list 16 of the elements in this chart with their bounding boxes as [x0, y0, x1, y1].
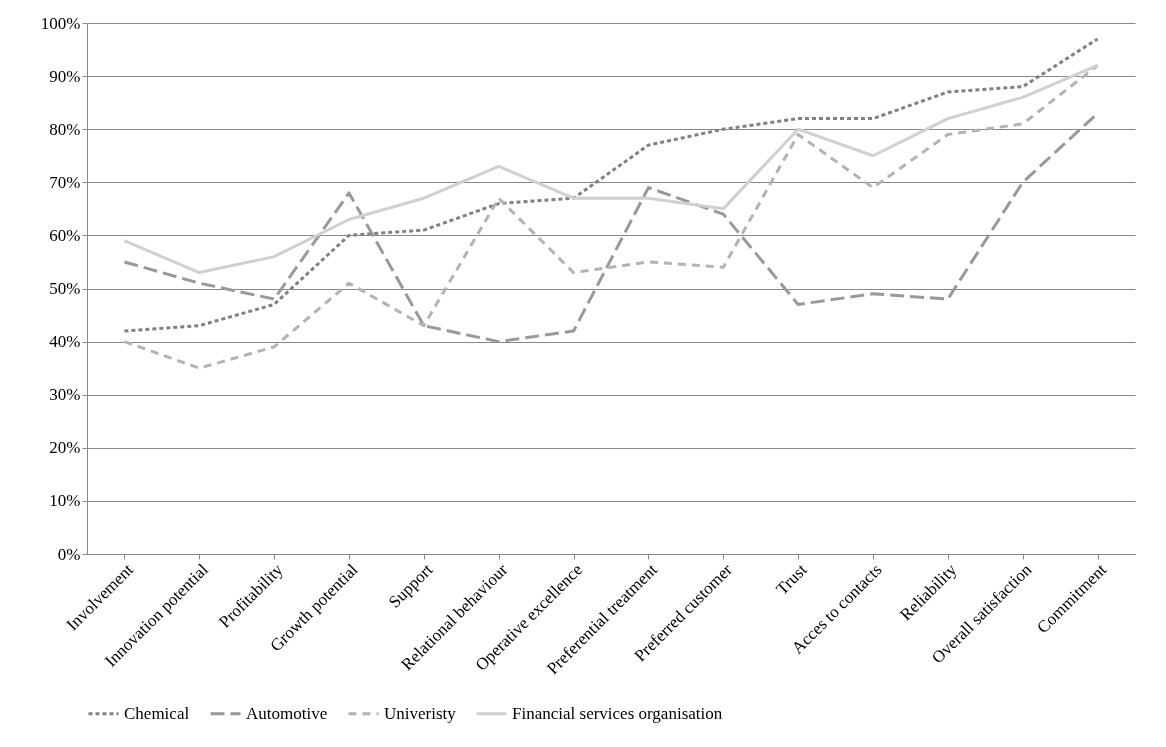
y-tick-label: 70% [49, 172, 81, 192]
line-series [122, 63, 1100, 275]
legend-label: Automotive [246, 703, 328, 723]
y-tick-label: 90% [49, 66, 81, 86]
y-tick-label: 30% [49, 385, 81, 405]
y-tick-label: 10% [49, 491, 81, 511]
legend-label: Financial services organisation [512, 703, 723, 723]
y-tick-label: 80% [49, 119, 81, 139]
y-tick-label: 50% [49, 279, 81, 298]
y-tick-label: 100% [40, 13, 81, 33]
legend-label: Univeristy [384, 703, 457, 723]
y-tick-label: 20% [49, 438, 81, 458]
y-tick-label: 40% [49, 332, 81, 352]
legend-label: Chemical [124, 703, 190, 723]
y-tick-label: 60% [49, 225, 81, 245]
y-tick-label: 0% [57, 544, 81, 564]
